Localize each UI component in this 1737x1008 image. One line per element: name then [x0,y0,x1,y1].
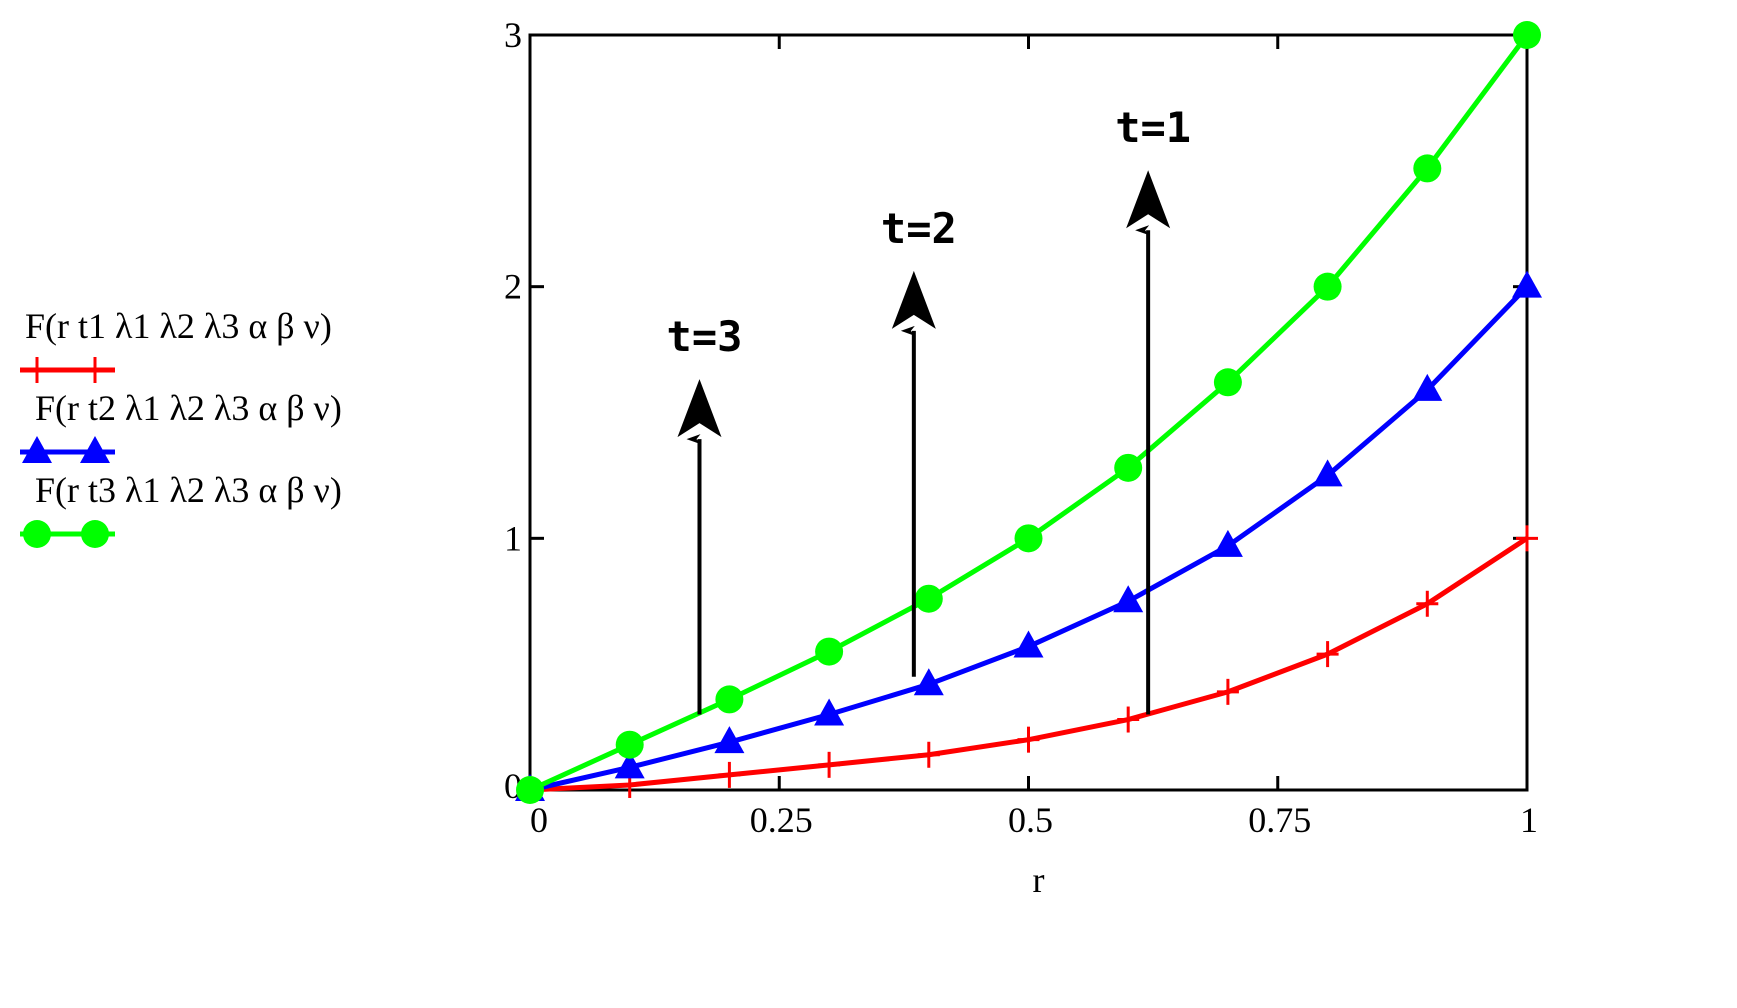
data-point [714,726,745,754]
data-point [914,584,943,613]
x-tick-label: 0.75 [1248,800,1311,840]
legend-label: F(r t2 λ1 λ2 λ3 α β ν) [35,388,342,428]
annotation-label: t=3 [667,312,743,361]
data-point [913,668,944,696]
data-point [815,637,844,666]
data-point [1213,368,1242,397]
data-point [1212,529,1243,557]
plot-frame [528,33,1529,792]
data-point [1516,525,1538,552]
data-point [1416,590,1439,617]
annotation-arrowhead [677,379,722,438]
data-point [715,685,744,714]
y-tick-label: 3 [504,15,522,55]
data-point [1316,641,1339,668]
data-point [1216,678,1239,705]
annotation-label: t=2 [881,204,957,253]
data-point [1014,524,1043,553]
x-tick-label: 0.5 [1008,800,1053,840]
data-point [814,698,845,726]
data-point [718,761,741,788]
legend-label: F(r t1 λ1 λ2 λ3 α β ν) [25,306,332,346]
legend-marker [22,436,52,463]
x-tick-label: 0 [530,800,548,840]
legend: F(r t1 λ1 λ2 λ3 α β ν) F(r t2 λ1 λ2 λ3 α … [20,306,342,548]
data-point [615,730,644,759]
data-point [1413,154,1442,183]
y-tick-label: 1 [504,518,522,558]
legend-label: F(r t3 λ1 λ2 λ3 α β ν) [35,470,342,510]
data-point [1114,453,1143,482]
data-point [1412,373,1443,401]
x-tick-label: 1 [1520,800,1538,840]
data-point [818,751,841,778]
y-tick-label: 2 [504,267,522,307]
data-point [1312,459,1343,487]
data-point [1313,272,1342,301]
data-point [614,751,645,779]
data-point [1512,270,1542,298]
data-point [1017,726,1040,753]
legend-marker [26,357,48,383]
data-point [516,776,544,804]
annotation-arrowhead [891,270,936,329]
data-point [1117,706,1140,733]
x-tick-label: 0.25 [750,800,813,840]
data-point [1013,630,1044,658]
x-axis-title: r [1033,860,1045,900]
legend-marker [23,520,51,548]
data-point [917,741,940,768]
data-point [1113,585,1144,613]
series-line-3 [528,33,1530,793]
legend-marker [80,436,110,463]
annotation-label: t=1 [1115,103,1191,152]
legend-marker [84,357,106,383]
annotation-arrowhead [1126,170,1171,229]
data-point [1513,21,1541,49]
legend-marker [81,520,109,548]
